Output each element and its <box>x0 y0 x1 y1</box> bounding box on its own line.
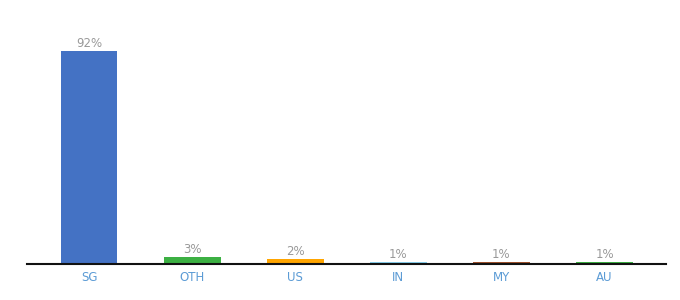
Bar <box>267 260 324 264</box>
Bar <box>164 257 220 264</box>
Bar <box>370 262 427 264</box>
Bar <box>576 262 633 264</box>
Text: 1%: 1% <box>389 248 408 260</box>
Text: 1%: 1% <box>595 248 614 260</box>
Text: 92%: 92% <box>76 37 102 50</box>
Text: 3%: 3% <box>183 243 201 256</box>
Text: 1%: 1% <box>492 248 511 260</box>
Bar <box>473 262 530 264</box>
Text: 2%: 2% <box>286 245 305 258</box>
Bar <box>61 51 118 264</box>
